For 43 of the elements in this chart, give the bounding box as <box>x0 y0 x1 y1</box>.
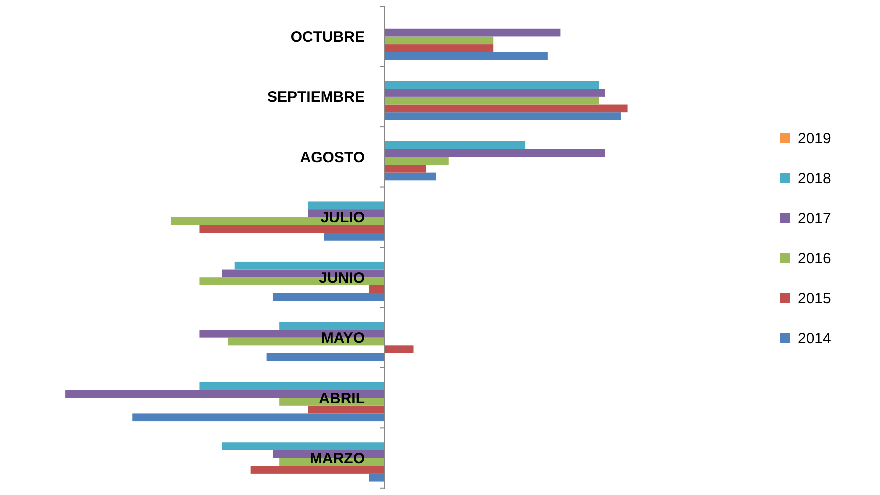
bar <box>308 202 385 210</box>
y-tick-label: MAYO <box>321 330 366 348</box>
bar <box>200 382 385 390</box>
bar <box>250 466 385 474</box>
legend-label: 2016 <box>798 250 832 268</box>
bar <box>324 233 385 241</box>
bar <box>385 28 561 37</box>
bar <box>385 81 600 90</box>
bar <box>385 104 628 113</box>
bar <box>385 52 548 60</box>
bar <box>385 149 606 158</box>
bar <box>385 36 494 45</box>
bar <box>385 164 427 173</box>
bar <box>385 44 494 52</box>
bar <box>385 157 449 165</box>
y-tick-label: MARZO <box>310 450 366 468</box>
bar <box>234 262 385 270</box>
bar <box>385 96 600 105</box>
bar <box>385 346 414 354</box>
y-tick-label: SEPTIEMBRE <box>267 89 365 106</box>
bar <box>385 112 622 120</box>
bar <box>369 474 385 482</box>
bar <box>222 442 385 450</box>
legend-label: 2018 <box>798 170 832 188</box>
bar <box>280 322 385 330</box>
bar <box>385 142 526 150</box>
y-tick-label: ABRIL <box>319 390 365 408</box>
bar <box>369 285 385 294</box>
y-tick-label: AGOSTO <box>300 149 366 166</box>
legend-label: 2017 <box>798 210 832 228</box>
legend-label: 2015 <box>798 290 832 308</box>
legend-label: 2019 <box>798 130 832 148</box>
bar <box>308 406 385 414</box>
bar <box>273 293 385 302</box>
y-tick-label: OCTUBRE <box>290 28 365 46</box>
y-tick-label: JUNIO <box>319 270 366 287</box>
bar <box>132 414 385 422</box>
legend-label: 2014 <box>798 330 832 348</box>
bar <box>266 353 385 362</box>
bar <box>385 172 436 181</box>
bar <box>200 225 385 234</box>
bar <box>385 89 606 97</box>
y-tick-label: JULIO <box>320 210 366 227</box>
